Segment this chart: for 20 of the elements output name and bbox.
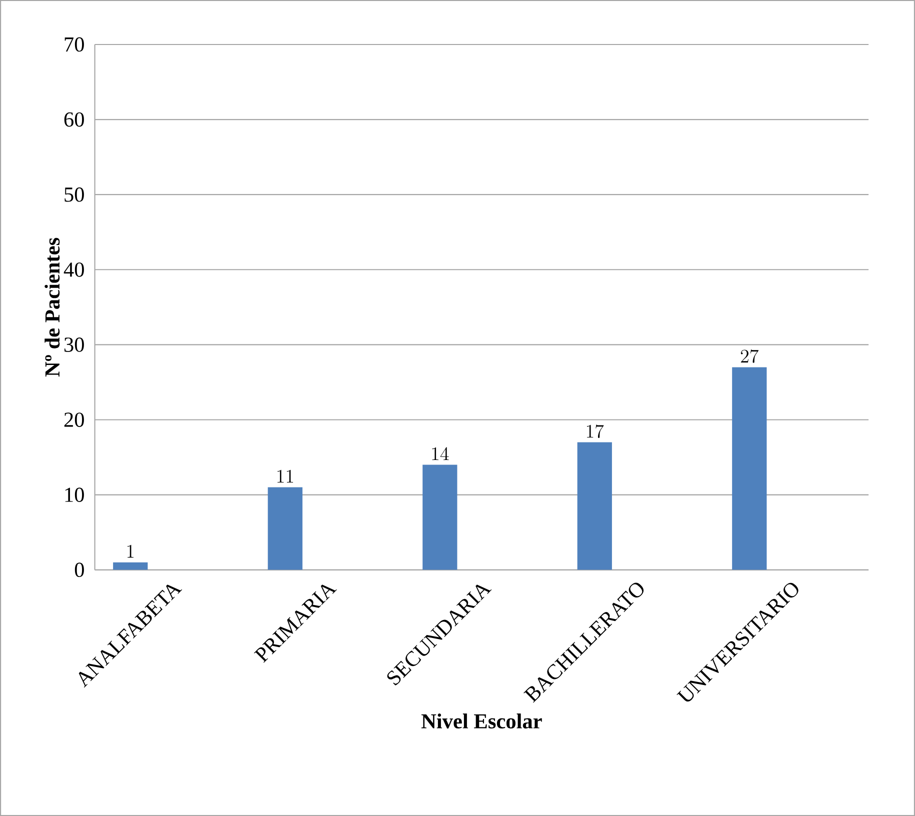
bar	[113, 562, 148, 570]
y-tick-label: 30	[64, 337, 84, 352]
data-label: 17	[587, 424, 604, 438]
y-tick-label: 10	[65, 488, 84, 502]
bar	[577, 442, 612, 570]
y-tick-label: 0	[74, 562, 84, 578]
y-tick-label: 60	[64, 112, 84, 127]
y-tick-label: 20	[64, 412, 84, 427]
data-label: 27	[740, 349, 758, 363]
data-label: 1	[127, 544, 134, 558]
y-tick-label: 50	[64, 187, 84, 202]
y-axis-title: Nº de Pacientes	[44, 238, 60, 377]
bar	[422, 464, 458, 570]
bar	[268, 487, 302, 570]
data-label: 11	[278, 470, 293, 483]
data-label: 14	[432, 447, 449, 460]
x-axis-title: Nivel Escolar	[421, 713, 542, 728]
bar	[732, 367, 767, 570]
y-tick-label: 70	[64, 37, 84, 52]
y-tick-label: 40	[64, 262, 84, 277]
